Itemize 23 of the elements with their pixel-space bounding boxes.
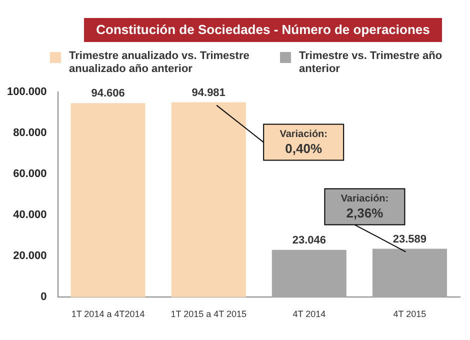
bar: [272, 250, 346, 298]
y-tick-label: 20.000: [13, 250, 47, 262]
data-label: 94.981: [192, 86, 226, 99]
data-label: 23.589: [392, 233, 427, 246]
bar: [171, 102, 246, 298]
chart-title: Constitución de Sociedades - Número de operaciones: [84, 18, 442, 42]
y-tick-label: 80.000: [13, 127, 47, 140]
data-label: 94.606: [91, 88, 125, 100]
x-tick-label: 1T 2015 a 4T 2015: [170, 309, 246, 320]
legend-label: Trimestre vs. Trimestre año anterior: [299, 50, 444, 76]
x-tick-label: 4T 2014: [292, 309, 326, 320]
data-label: 23.046: [292, 234, 326, 246]
bar: [70, 103, 146, 298]
y-tick-label: 60.000: [13, 168, 47, 180]
y-tick-label: 0: [40, 291, 47, 304]
y-tick-label: 40.000: [13, 209, 47, 222]
annotation: Variación: 2,36%: [340, 194, 389, 220]
x-tick-label: 1T 2014 a 4T2014: [71, 309, 145, 320]
x-tick-label: 4T 2015: [393, 309, 426, 320]
y-tick-label: 100.000: [6, 86, 47, 98]
bar: [372, 248, 447, 298]
annotation: Variación: 0,40%: [280, 129, 328, 156]
legend-label: Trimestre anualizado vs. Trimestre anualizado año anterior: [69, 50, 250, 76]
